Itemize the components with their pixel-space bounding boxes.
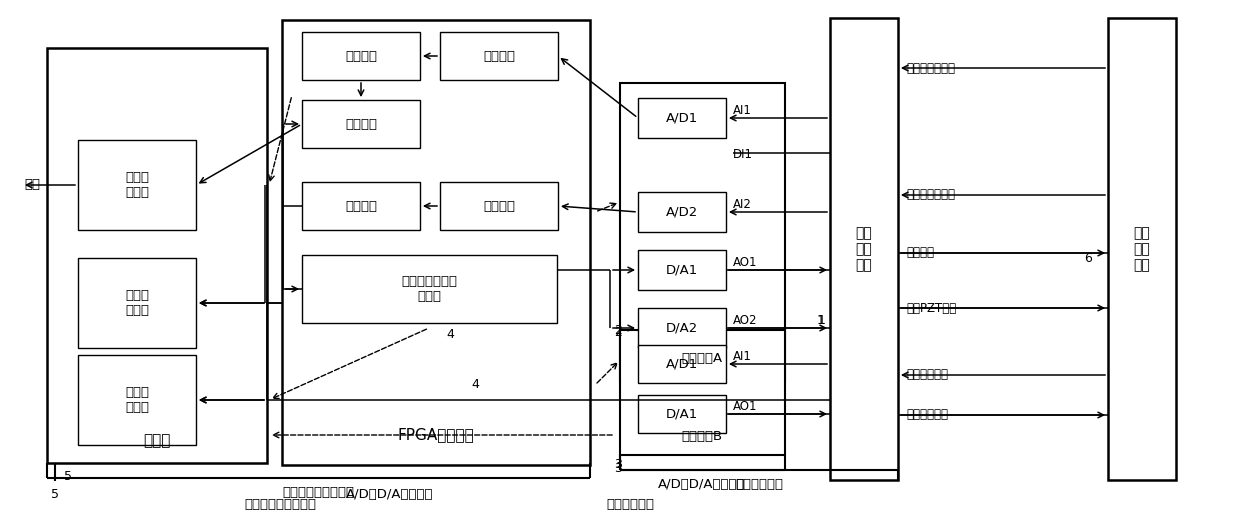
Text: A/D、D/A转换功能: A/D、D/A转换功能 <box>346 487 434 500</box>
Text: 第一探测器输出: 第一探测器输出 <box>906 61 955 75</box>
Text: AI1: AI1 <box>733 351 751 363</box>
Text: 计算机检测处理功能: 计算机检测处理功能 <box>281 486 353 499</box>
Bar <box>303 255 557 323</box>
Text: 光电
混合
模块: 光电 混合 模块 <box>1133 226 1151 272</box>
Bar <box>303 32 420 80</box>
Text: A/D2: A/D2 <box>666 205 698 219</box>
Bar <box>281 20 590 465</box>
Text: 信号解调: 信号解调 <box>345 199 377 213</box>
Bar <box>639 395 725 433</box>
Text: 调制信
号控制: 调制信 号控制 <box>125 289 149 317</box>
Bar <box>639 345 725 383</box>
Bar <box>303 182 420 230</box>
Text: 数字滤波: 数字滤波 <box>484 50 515 62</box>
Text: 调制信号: 调制信号 <box>906 246 934 260</box>
Text: 采集单元B: 采集单元B <box>682 430 723 444</box>
Text: AI2: AI2 <box>733 197 751 211</box>
Bar <box>639 192 725 232</box>
Bar <box>1109 18 1176 480</box>
Text: 信号调理功能: 信号调理功能 <box>606 499 653 511</box>
Bar <box>78 140 196 230</box>
Text: 信号解调: 信号解调 <box>345 50 377 62</box>
Text: AO2: AO2 <box>733 314 758 327</box>
Bar <box>620 83 785 381</box>
Text: DI1: DI1 <box>733 149 753 161</box>
Text: 调制波形数据循
环发送: 调制波形数据循 环发送 <box>401 275 458 303</box>
Text: 光源温
度控制: 光源温 度控制 <box>125 386 149 414</box>
Text: 输出: 输出 <box>24 178 40 192</box>
Text: AO1: AO1 <box>733 401 758 413</box>
Text: 计算机: 计算机 <box>144 433 171 449</box>
Text: 1: 1 <box>818 314 826 327</box>
Bar <box>639 308 725 348</box>
Bar <box>620 330 785 455</box>
Text: 4: 4 <box>471 379 479 391</box>
Bar <box>303 100 420 148</box>
Bar <box>639 98 725 138</box>
Text: 3: 3 <box>614 458 622 472</box>
Text: 采集单元A: 采集单元A <box>682 353 723 365</box>
Text: 计算机检测处理功能: 计算机检测处理功能 <box>244 499 316 511</box>
Text: A/D1: A/D1 <box>666 111 698 125</box>
Text: 5: 5 <box>64 471 72 483</box>
Bar <box>830 18 898 480</box>
Text: 信号
调理
模块: 信号 调理 模块 <box>856 226 873 272</box>
Text: D/A2: D/A2 <box>666 321 698 335</box>
Text: 4: 4 <box>446 329 454 341</box>
Bar <box>639 250 725 290</box>
Text: AI1: AI1 <box>733 104 751 117</box>
Text: 测试数
据处理: 测试数 据处理 <box>125 171 149 199</box>
Text: 1: 1 <box>817 314 825 327</box>
Text: 光源PZT控制: 光源PZT控制 <box>906 301 956 314</box>
Text: D/A1: D/A1 <box>666 407 698 421</box>
Bar <box>78 258 196 348</box>
Bar <box>78 355 196 445</box>
Text: A/D1: A/D1 <box>666 358 698 370</box>
Text: 光源温度控制: 光源温度控制 <box>906 408 949 422</box>
Text: 6: 6 <box>1084 251 1092 265</box>
Bar <box>440 32 558 80</box>
Text: 3: 3 <box>614 461 622 475</box>
Text: A/D、D/A转换功能: A/D、D/A转换功能 <box>658 478 745 492</box>
Bar <box>440 182 558 230</box>
Text: 数字滤波: 数字滤波 <box>484 199 515 213</box>
Text: 5: 5 <box>51 489 60 501</box>
Text: 光源温度输出: 光源温度输出 <box>906 368 949 382</box>
Bar <box>47 48 267 463</box>
Text: 反馈控制: 反馈控制 <box>345 118 377 130</box>
Text: FPGA控制单元: FPGA控制单元 <box>398 428 475 443</box>
Text: D/A1: D/A1 <box>666 264 698 276</box>
Text: 第二探测器输出: 第二探测器输出 <box>906 189 955 201</box>
Text: AO1: AO1 <box>733 256 758 268</box>
Text: 2: 2 <box>614 323 622 337</box>
Text: 信号调理功能: 信号调理功能 <box>735 478 782 492</box>
Text: 2: 2 <box>614 326 622 338</box>
